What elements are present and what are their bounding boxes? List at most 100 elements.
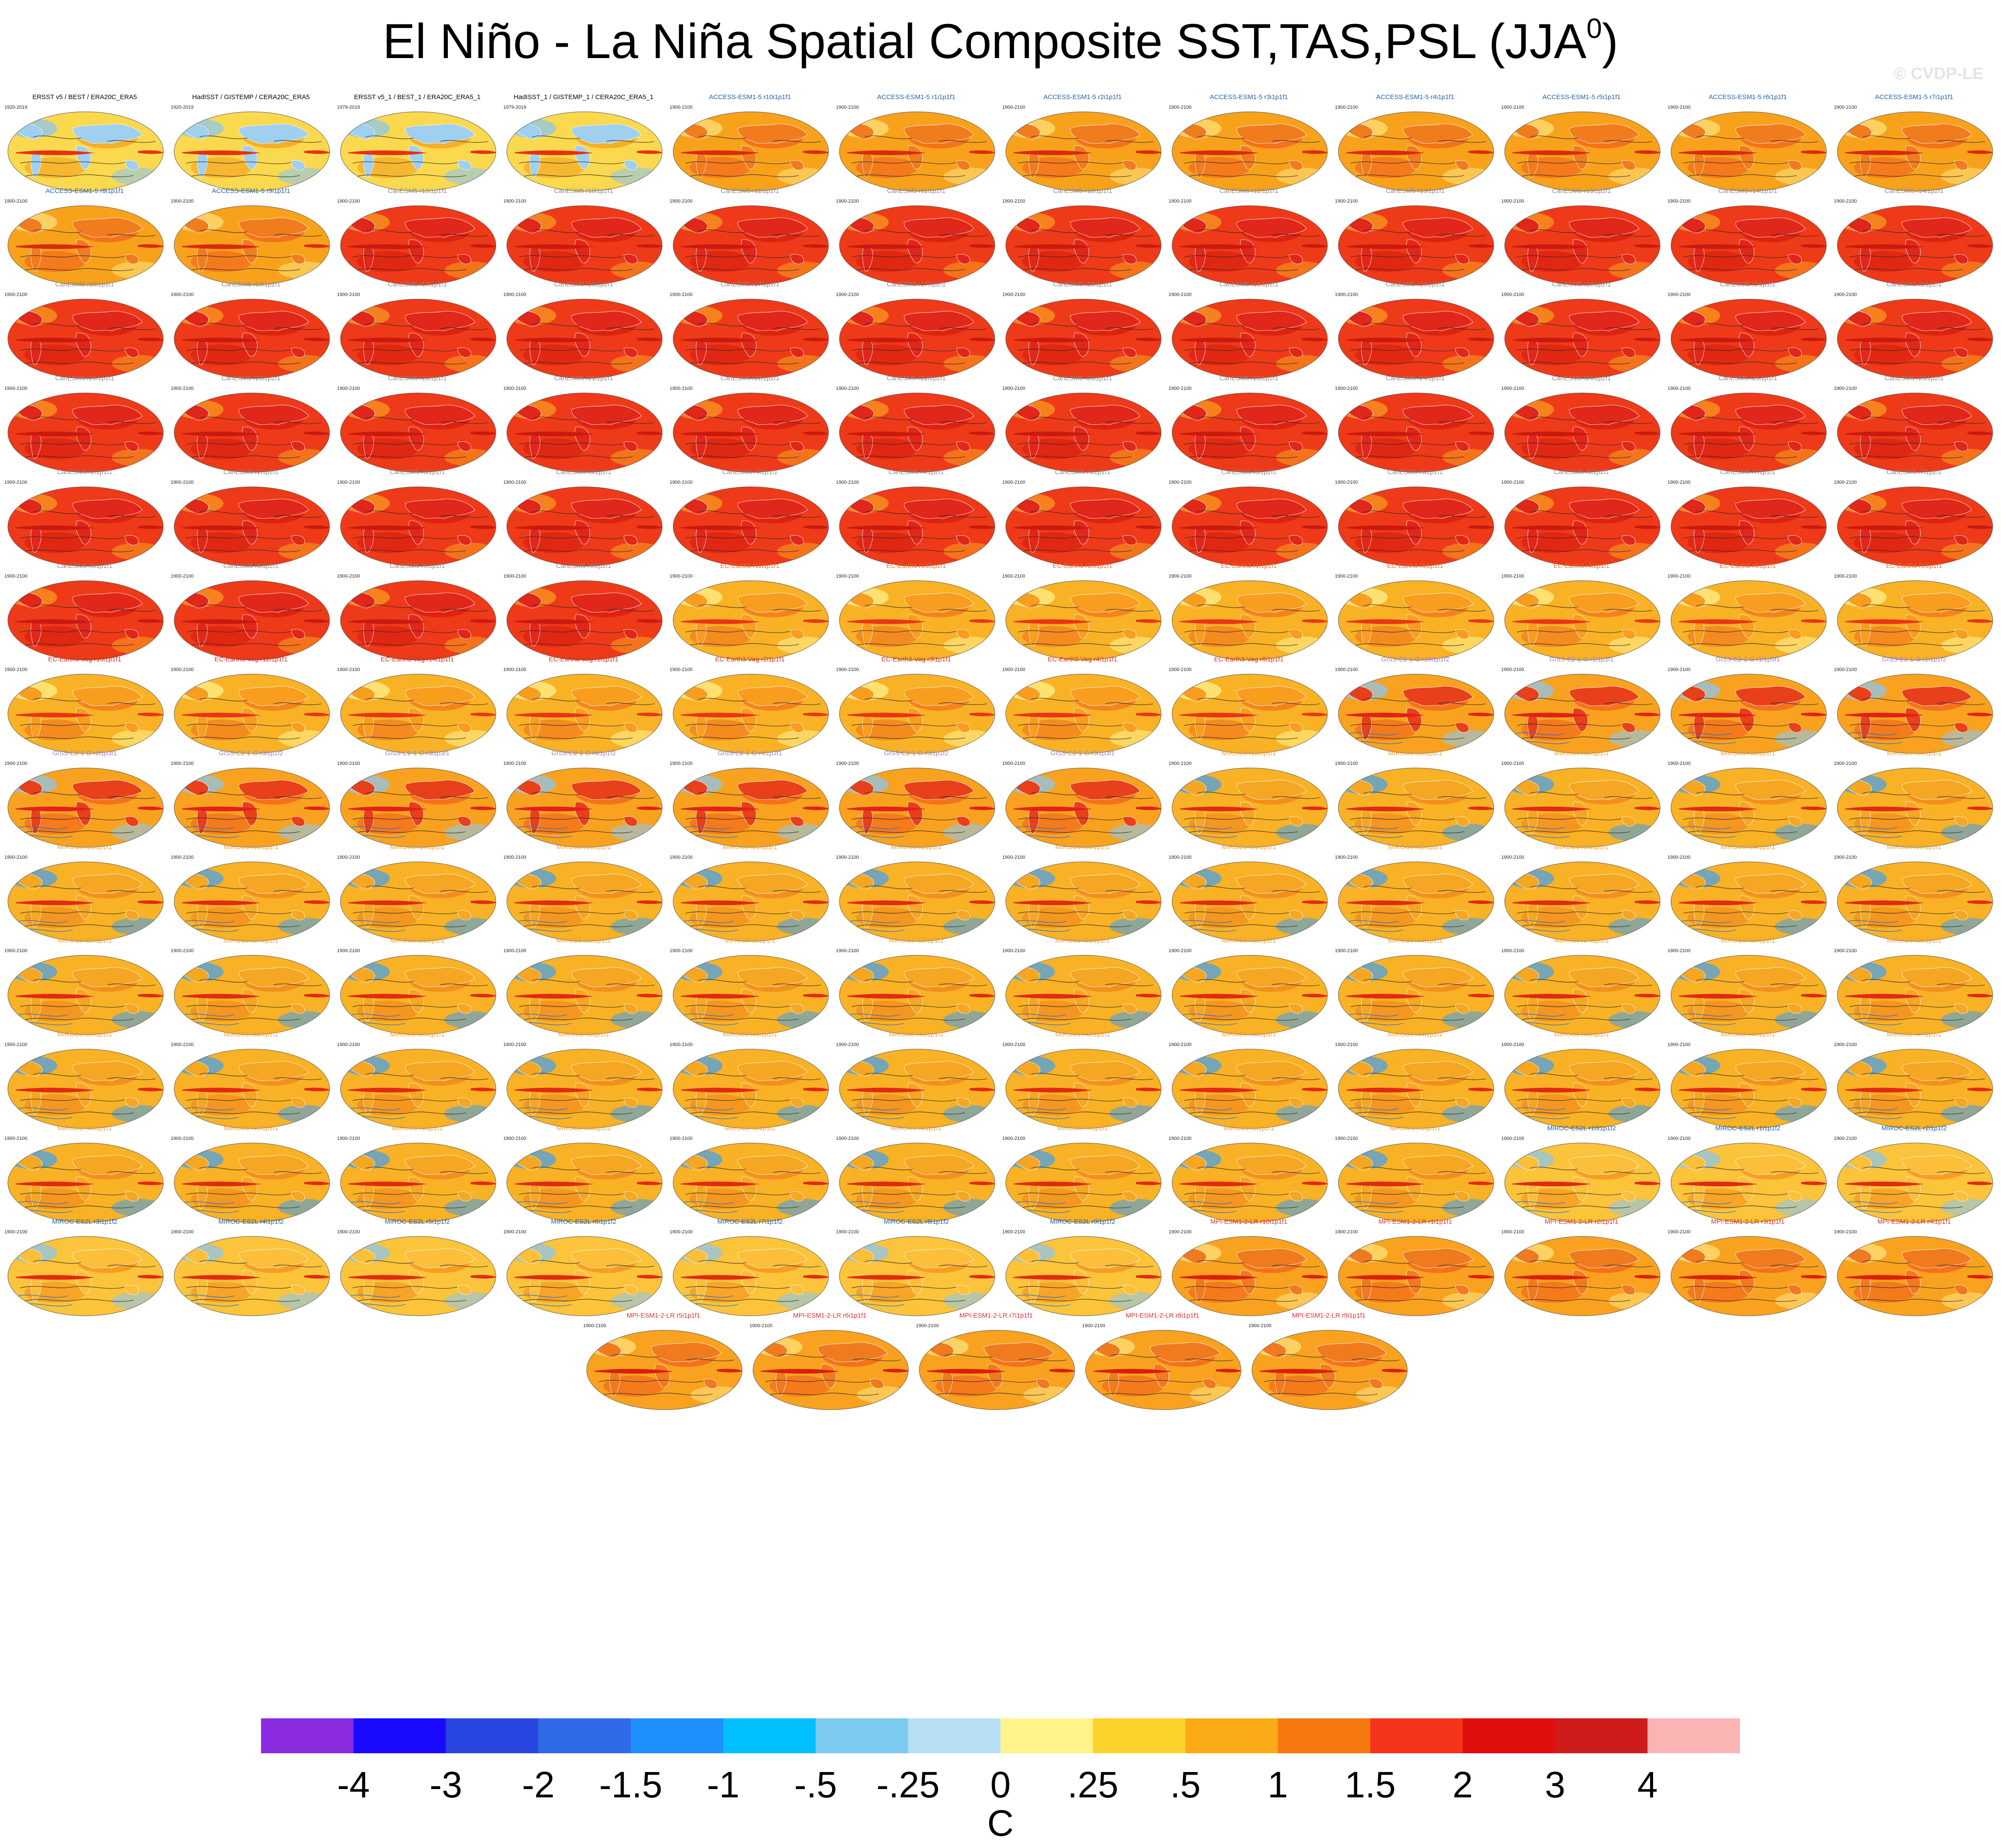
enso-warm-tongue — [1679, 619, 1757, 624]
psl-contour — [698, 792, 747, 795]
map-outline — [506, 674, 663, 754]
panel-title: MPI-ESM1-2-LR r9i1p1f1 — [1292, 1312, 1366, 1320]
colorbar-swatch — [908, 1718, 1001, 1753]
psl-contour — [523, 736, 633, 740]
anomaly-region — [943, 1105, 995, 1122]
psl-contour — [33, 323, 82, 327]
map-panel: CanESM5 r21i1p1f1 1900-2100 — [337, 375, 498, 484]
robinson-map — [1338, 1143, 1494, 1223]
panel-title: MIROC6 r9i1p1f1 — [1389, 1124, 1441, 1132]
anomaly-region — [1442, 636, 1494, 654]
panel-years: 1900-2100 — [1668, 948, 1691, 954]
robinson-map — [340, 392, 496, 473]
psl-contour-negative — [1678, 732, 1732, 736]
panel-years: 1900-2100 — [503, 1042, 526, 1047]
panel-title: MIROC6 r18i1p1f1 — [556, 843, 611, 851]
continent — [457, 535, 471, 545]
psl-contour — [1437, 140, 1486, 143]
map-panel: CanESM5 r16i1p1f1 1900-2100 — [337, 281, 498, 390]
psl-contour — [1521, 455, 1631, 458]
psl-contour — [1530, 698, 1578, 702]
robinson-map — [1005, 1236, 1162, 1316]
enso-warm-tongue — [1801, 712, 1826, 716]
psl-contour — [33, 698, 82, 702]
psl-contour — [1031, 323, 1080, 327]
robinson-map — [1172, 674, 1328, 754]
anomaly-region — [278, 355, 330, 373]
map-panel: CanESM5 r8i1p1f1 1900-2100 — [4, 562, 165, 671]
continent — [1455, 535, 1469, 545]
panel-years: 1900-2100 — [1501, 667, 1524, 673]
continent — [1289, 348, 1303, 358]
robinson-map — [340, 111, 496, 192]
anomaly-region — [1276, 542, 1327, 560]
panel-title: MPI-ESM1-2-LR r1i1p1f1 — [1378, 1218, 1452, 1226]
enso-warm-tongue — [803, 337, 829, 342]
colorbar-swatch — [446, 1718, 539, 1753]
map-panel: HadISST / GISTEMP / CERA20C_ERA5 1920-201… — [171, 93, 331, 203]
enso-warm-tongue — [1302, 431, 1327, 435]
continent — [238, 780, 309, 800]
enso-warm-tongue — [1136, 525, 1161, 529]
psl-contour — [606, 609, 655, 612]
psl-contour — [532, 416, 581, 420]
robinson-map — [506, 111, 663, 192]
enso-warm-tongue — [847, 806, 926, 812]
panel-years: 1900-2100 — [670, 479, 693, 485]
map-panel: MPI-ESM1-2-LR r8i1p1f1 1900-2100 — [1082, 1312, 1243, 1421]
panel-title: GISS-E2-1-G r5i1p3f1 — [1050, 749, 1115, 757]
psl-contour — [273, 421, 322, 424]
continent — [1403, 405, 1473, 425]
psl-contour — [1604, 421, 1653, 424]
panel-years: 1900-2100 — [1668, 1229, 1691, 1235]
continent — [1621, 160, 1636, 170]
continent — [1289, 629, 1303, 639]
enso-warm-tongue — [1679, 244, 1757, 249]
map-panel: MIROC6 r19i1p1f1 1900-2100 — [670, 843, 830, 953]
anomaly-region — [1775, 542, 1826, 560]
map-panel: CanESM5 r16i1p2f1 1900-2100 — [503, 281, 664, 390]
anomaly-region — [278, 1105, 330, 1122]
panel-title: CanESM5 r5i1p2f1 — [1221, 468, 1277, 476]
enso-warm-tongue — [304, 712, 330, 716]
enso-warm-tongue — [1468, 337, 1494, 342]
psl-contour — [186, 724, 292, 727]
psl-contour — [939, 234, 987, 237]
panel-title: MIROC-ES2L r6i1p1f2 — [551, 1218, 616, 1226]
panel-years: 1900-2100 — [1169, 761, 1192, 766]
panel-years: 1900-2100 — [1335, 948, 1358, 954]
robinson-map — [174, 580, 330, 660]
psl-contour — [365, 510, 414, 514]
robinson-map — [839, 205, 995, 286]
panel-title: MIROC6 r44i1p1f1 — [1388, 1031, 1443, 1038]
panel-title: MIROC6 r1i1p1f1 — [890, 843, 942, 851]
continent — [1735, 499, 1806, 519]
continent — [1901, 217, 1972, 238]
anomaly-region — [1110, 261, 1161, 279]
panel-title: CanESM5 r20i1p1f1 — [55, 375, 114, 382]
psl-contour — [1687, 455, 1797, 458]
enso-warm-tongue — [348, 244, 427, 249]
panel-years: 1900-2100 — [670, 1229, 693, 1235]
map-outline — [174, 205, 330, 286]
robinson-map — [1338, 392, 1494, 473]
map-panel: ACCESS-ESM1-5 r10i1p1f1 1900-2100 — [670, 93, 830, 203]
psl-contour — [1853, 268, 1963, 271]
panel-years: 1900-2100 — [503, 573, 526, 579]
robinson-map — [673, 580, 829, 660]
panel-title: MIROC6 r49i1p1f1 — [223, 1124, 278, 1132]
panel-years: 1900-2100 — [670, 386, 693, 392]
map-panel: MIROC-ES2L r10i1p1f2 1900-2100 — [1501, 1125, 1662, 1234]
continent — [737, 780, 808, 800]
map-panel: ACCESS-ESM1-5 r5i1p1f1 1900-2100 — [1501, 93, 1662, 203]
robinson-map — [340, 1236, 496, 1316]
psl-contour — [864, 604, 913, 608]
map-outline — [7, 767, 164, 848]
panel-years: 1900-2100 — [4, 292, 28, 298]
panel-title: CanESM5 r15i1p1f1 — [55, 281, 114, 289]
psl-contour — [24, 174, 134, 177]
map-panel: MIROC-ES2L r3i1p1f2 1900-2100 — [4, 1218, 165, 1327]
psl-contour — [357, 549, 467, 552]
robinson-map — [1837, 955, 1993, 1035]
psl-contour — [20, 255, 125, 258]
